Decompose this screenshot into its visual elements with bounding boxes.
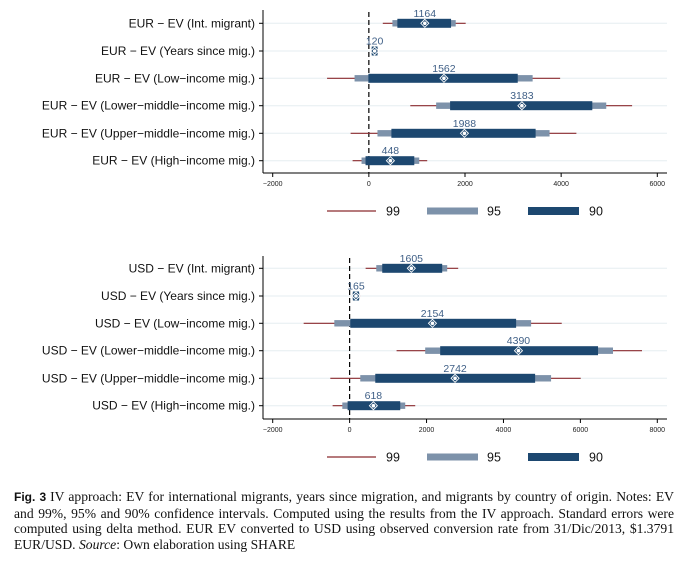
legend-label-90: 90 bbox=[589, 451, 603, 465]
estimate-label: 120 bbox=[366, 36, 384, 48]
caption-source-label: Source bbox=[78, 536, 117, 552]
category-label: EUR − EV (Upper−middle−income mig.) bbox=[42, 126, 255, 140]
legend-label-99: 99 bbox=[386, 205, 400, 219]
estimate-dot bbox=[442, 76, 446, 81]
estimate-dot bbox=[516, 348, 521, 353]
estimate-marker bbox=[368, 401, 379, 411]
estimate-label: 448 bbox=[382, 145, 400, 157]
estimate-dot bbox=[453, 376, 457, 381]
category-label: EUR − EV (High−income mig.) bbox=[92, 154, 255, 168]
estimate-marker bbox=[369, 46, 380, 56]
x-tick-label: −2000 bbox=[263, 181, 283, 188]
estimate-label: 2742 bbox=[443, 363, 467, 375]
estimate-dot bbox=[462, 131, 467, 136]
legend-label-95: 95 bbox=[487, 451, 501, 465]
caption-text: IV approach: EV for international migran… bbox=[14, 489, 674, 552]
x-tick-label: 8000 bbox=[650, 427, 666, 434]
estimate-marker bbox=[517, 101, 527, 111]
estimate-marker bbox=[513, 346, 524, 356]
category-label: USD − EV (Years since mig.) bbox=[101, 289, 255, 303]
x-tick-label: 4000 bbox=[496, 427, 512, 434]
category-label: USD − EV (High−income mig.) bbox=[92, 399, 255, 413]
estimate-dot bbox=[372, 49, 377, 53]
legend-swatch-95 bbox=[427, 207, 478, 215]
estimate-dot bbox=[520, 103, 524, 108]
estimate-marker bbox=[420, 18, 430, 28]
estimate-marker bbox=[439, 73, 449, 83]
legend-label-90: 90 bbox=[589, 205, 603, 219]
estimate-dot bbox=[423, 21, 427, 26]
x-tick-label: 4000 bbox=[553, 181, 569, 188]
estimate-marker bbox=[385, 156, 396, 166]
legend-swatch-95 bbox=[427, 453, 478, 461]
x-tick-label: 2000 bbox=[419, 427, 435, 434]
estimate-marker bbox=[459, 128, 470, 138]
x-tick-label: 6000 bbox=[650, 181, 666, 188]
estimate-label: 4390 bbox=[507, 335, 531, 347]
estimate-dot bbox=[430, 321, 435, 326]
x-tick-label: 0 bbox=[348, 427, 352, 434]
estimate-label: 1988 bbox=[453, 118, 477, 130]
caption-source-text: : Own elaboration using SHARE bbox=[116, 536, 296, 552]
estimate-dot bbox=[354, 294, 358, 298]
category-label: USD − EV (Low−income mig.) bbox=[95, 316, 255, 330]
legend-label-95: 95 bbox=[487, 205, 501, 219]
estimate-marker bbox=[351, 291, 361, 301]
x-tick-label: 2000 bbox=[457, 181, 473, 188]
figure-caption: Fig. 3 IV approach: EV for international … bbox=[14, 489, 674, 552]
estimate-dot bbox=[371, 403, 376, 408]
estimate-marker bbox=[406, 263, 416, 273]
category-label: USD − EV (Int. migrant) bbox=[129, 261, 255, 275]
estimate-label: 3183 bbox=[510, 90, 534, 102]
figure-label: Fig. 3 bbox=[14, 490, 47, 504]
x-tick-label: 6000 bbox=[573, 427, 589, 434]
x-tick-label: −2000 bbox=[263, 427, 283, 434]
estimate-dot bbox=[409, 266, 414, 271]
estimate-label: 1605 bbox=[400, 253, 424, 265]
estimate-label: 2154 bbox=[421, 308, 445, 320]
figure-charts: EUR − EV (Int. migrant) EUR − EV (Years s… bbox=[42, 8, 667, 465]
legend-swatch-90 bbox=[528, 207, 579, 215]
x-tick-label: 0 bbox=[367, 181, 371, 188]
estimate-label: 1562 bbox=[432, 63, 456, 75]
estimate-label: 618 bbox=[365, 390, 383, 402]
category-label: EUR − EV (Int. migrant) bbox=[129, 16, 255, 30]
category-label: EUR − EV (Lower−middle−income mig.) bbox=[42, 99, 255, 113]
category-label: EUR − EV (Years since mig.) bbox=[101, 44, 255, 58]
estimate-marker bbox=[450, 373, 460, 383]
estimate-marker bbox=[427, 318, 438, 328]
category-label: USD − EV (Lower−middle−income mig.) bbox=[42, 344, 255, 358]
estimate-dot bbox=[388, 158, 393, 163]
estimate-label: 165 bbox=[347, 281, 365, 293]
estimate-label: 1164 bbox=[414, 8, 437, 20]
category-label: USD − EV (Upper−middle−income mig.) bbox=[42, 371, 255, 385]
legend-label-99: 99 bbox=[386, 451, 400, 465]
category-label: EUR − EV (Low−income mig.) bbox=[95, 71, 255, 85]
legend-swatch-90 bbox=[528, 453, 579, 461]
